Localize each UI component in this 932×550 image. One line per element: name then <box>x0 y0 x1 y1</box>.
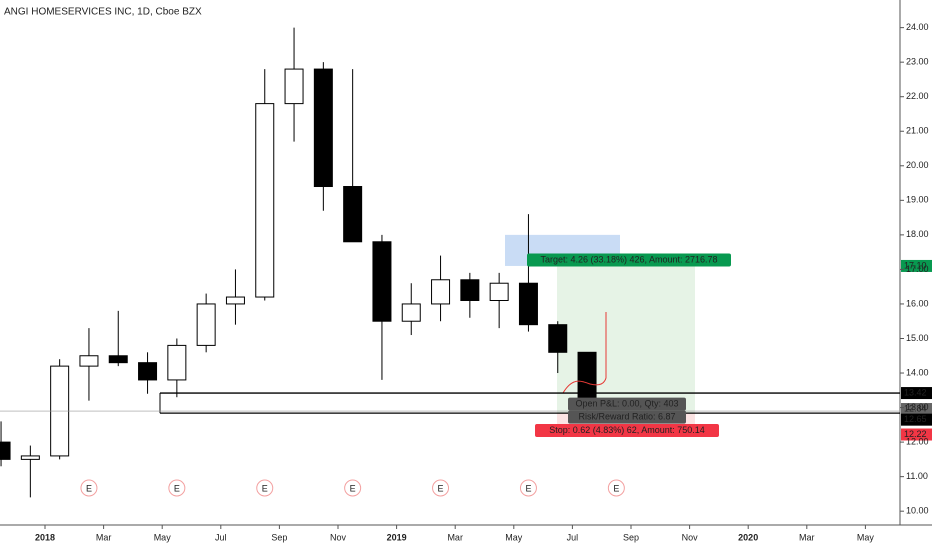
y-tick-label: 12.00 <box>906 436 929 446</box>
target-text-box <box>527 253 731 267</box>
candle-body <box>489 282 509 301</box>
candle-body <box>431 279 451 305</box>
stop-text-box <box>535 424 719 438</box>
x-tick-label: Sep <box>271 532 287 542</box>
current-tag <box>901 403 932 416</box>
earnings-marker <box>344 479 362 497</box>
y-tick-label: 15.00 <box>906 333 929 343</box>
candle-body <box>343 186 363 243</box>
x-tick-label: Mar <box>447 532 463 542</box>
last-tag <box>901 413 932 426</box>
level-label: 13.42 <box>904 387 927 397</box>
candle-body <box>108 355 128 364</box>
x-tick-label: Nov <box>682 532 699 542</box>
x-tick-label: May <box>154 532 172 542</box>
stop-text: Stop: 0.62 (4.83%) 62, Amount: 750.14 <box>549 425 705 435</box>
x-tick-label: Mar <box>799 532 815 542</box>
stop-tag-label: 12.22 <box>904 429 927 439</box>
rr-text: Risk/Reward Ratio: 6.87 <box>578 411 675 421</box>
current-tag-label: 12.84 <box>904 403 927 413</box>
earnings-marker <box>168 479 186 497</box>
x-tick-label: 2020 <box>738 532 758 542</box>
earnings-label: E <box>438 483 444 493</box>
target-text: Target: 4.26 (33.18%) 426, Amount: 2716.… <box>540 254 717 264</box>
y-tick-label: 13.00 <box>906 402 929 412</box>
overlay: EEEEEEE13.4212.8417.1012.8412.6512.22Tar… <box>0 253 932 497</box>
earnings-label: E <box>86 483 92 493</box>
earnings-label: E <box>262 483 268 493</box>
earnings-label: E <box>350 483 356 493</box>
candle-body <box>518 282 538 326</box>
last-tag-label: 12.65 <box>904 414 927 424</box>
earnings-label: E <box>613 483 619 493</box>
earnings-label: E <box>174 483 180 493</box>
y-tick-label: 16.00 <box>906 298 929 308</box>
x-tick-label: Sep <box>623 532 639 542</box>
x-tick-label: Jul <box>567 532 579 542</box>
rr-text-box <box>568 410 686 424</box>
x-tick-label: May <box>857 532 875 542</box>
y-tick-label: 17.00 <box>906 264 929 274</box>
candle-body <box>460 279 480 301</box>
candle-body <box>548 324 568 353</box>
target-tag <box>901 259 932 272</box>
pnl-text: Open P&L: 0.00, Qty: 403 <box>575 398 678 408</box>
earnings-marker <box>80 479 98 497</box>
candle-body <box>196 303 216 346</box>
level-tag <box>901 387 932 400</box>
x-tick-label: 2019 <box>387 532 407 542</box>
x-tick-label: Jul <box>215 532 227 542</box>
candle-body <box>255 103 275 298</box>
earnings-label: E <box>525 483 531 493</box>
candle-body <box>138 362 158 381</box>
earnings-marker <box>607 479 625 497</box>
y-tick-label: 11.00 <box>906 471 928 481</box>
candle-body <box>372 241 392 322</box>
x-tick-label: Mar <box>96 532 112 542</box>
candle-body <box>79 355 99 367</box>
y-tick-label: 22.00 <box>906 91 929 101</box>
candle-body <box>225 296 245 305</box>
y-tick-label: 10.00 <box>906 506 929 516</box>
candle-body <box>0 441 11 460</box>
y-tick-label: 24.00 <box>906 22 929 32</box>
candle-body <box>167 344 187 381</box>
y-tick-label: 19.00 <box>906 195 929 205</box>
y-tick-label: 20.00 <box>906 160 929 170</box>
candles <box>0 27 597 498</box>
candle-body <box>401 303 421 322</box>
candle-body <box>313 68 333 188</box>
stop-tag <box>901 428 932 441</box>
projection-sketch <box>562 312 607 394</box>
earnings-marker <box>432 479 450 497</box>
y-tick-label: 23.00 <box>906 57 929 67</box>
candle-body <box>20 455 40 460</box>
pnl-text-box <box>568 397 686 411</box>
target-tag-label: 17.10 <box>904 260 927 270</box>
x-tick-label: 2018 <box>35 532 55 542</box>
earnings-marker <box>256 479 274 497</box>
x-tick-label: Nov <box>330 532 347 542</box>
candle-body <box>284 68 304 105</box>
chart-title: ANGI HOMESERVICES INC, 1D, Cboe BZX <box>4 7 202 18</box>
x-tick-label: May <box>505 532 523 542</box>
earnings-marker <box>519 479 537 497</box>
y-tick-label: 14.00 <box>906 367 929 377</box>
y-tick-label: 21.00 <box>906 126 929 136</box>
y-tick-label: 18.00 <box>906 229 929 239</box>
